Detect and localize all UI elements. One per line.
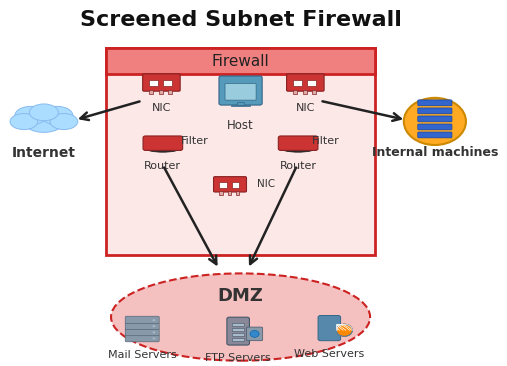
FancyBboxPatch shape (142, 74, 180, 91)
Text: NIC: NIC (296, 103, 315, 113)
Bar (232, 182, 239, 188)
Circle shape (153, 325, 155, 327)
Bar (232, 333, 244, 336)
Circle shape (153, 319, 155, 321)
Circle shape (153, 337, 155, 339)
Text: Web Servers: Web Servers (294, 349, 365, 359)
Circle shape (153, 331, 155, 333)
FancyBboxPatch shape (318, 315, 341, 341)
Ellipse shape (282, 146, 314, 152)
Bar (228, 191, 231, 194)
Bar (163, 80, 172, 86)
Bar (236, 191, 239, 194)
Ellipse shape (29, 104, 58, 121)
Circle shape (337, 324, 352, 336)
FancyBboxPatch shape (225, 83, 256, 100)
Text: Router: Router (280, 161, 317, 171)
FancyBboxPatch shape (213, 177, 246, 192)
Bar (168, 90, 172, 94)
FancyBboxPatch shape (418, 124, 452, 130)
Bar (293, 80, 302, 86)
FancyBboxPatch shape (125, 328, 159, 336)
FancyBboxPatch shape (125, 316, 159, 324)
FancyBboxPatch shape (286, 74, 324, 91)
Ellipse shape (22, 108, 65, 132)
Bar (232, 328, 244, 331)
Bar (312, 90, 316, 94)
FancyBboxPatch shape (219, 76, 262, 105)
Bar (303, 90, 307, 94)
Text: Mail Servers: Mail Servers (108, 350, 176, 360)
Bar (106, 48, 375, 74)
Bar (232, 339, 244, 341)
Bar (237, 102, 244, 105)
FancyBboxPatch shape (418, 116, 452, 122)
Text: Internal machines: Internal machines (372, 146, 498, 159)
Text: Screened Subnet Firewall: Screened Subnet Firewall (80, 10, 402, 30)
Bar (231, 105, 250, 106)
Text: NIC: NIC (152, 103, 171, 113)
Ellipse shape (147, 146, 178, 152)
Bar (106, 48, 375, 255)
Ellipse shape (10, 113, 38, 130)
Ellipse shape (15, 107, 47, 125)
FancyBboxPatch shape (418, 108, 452, 114)
FancyBboxPatch shape (143, 136, 183, 150)
Bar (307, 80, 316, 86)
Circle shape (404, 98, 466, 145)
Bar (149, 90, 154, 94)
FancyBboxPatch shape (418, 100, 452, 106)
Text: FTP Servers: FTP Servers (205, 353, 271, 363)
FancyBboxPatch shape (418, 132, 452, 138)
FancyBboxPatch shape (125, 322, 159, 330)
FancyBboxPatch shape (278, 136, 318, 150)
Text: DMZ: DMZ (218, 287, 264, 305)
Bar (220, 191, 223, 194)
Text: Firewall: Firewall (212, 53, 269, 68)
FancyBboxPatch shape (125, 335, 159, 342)
Text: NIC: NIC (258, 179, 275, 188)
Text: Filter: Filter (180, 136, 208, 146)
FancyBboxPatch shape (227, 317, 249, 345)
Bar (149, 80, 158, 86)
Ellipse shape (111, 273, 370, 361)
Bar (293, 90, 298, 94)
Text: Internet: Internet (12, 146, 76, 160)
Text: Host: Host (227, 119, 254, 131)
Bar (159, 90, 163, 94)
Bar (220, 182, 227, 188)
Bar (232, 323, 244, 326)
Ellipse shape (50, 113, 78, 130)
Ellipse shape (41, 107, 73, 125)
Circle shape (250, 330, 259, 337)
Text: Router: Router (144, 161, 182, 171)
Text: Filter: Filter (312, 136, 339, 146)
FancyBboxPatch shape (246, 327, 263, 341)
